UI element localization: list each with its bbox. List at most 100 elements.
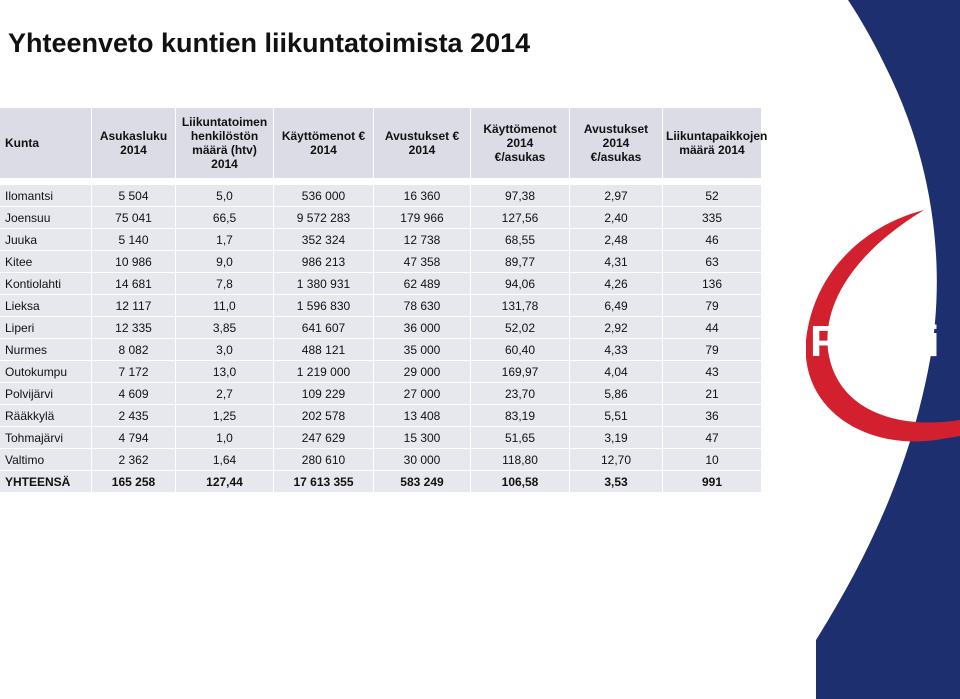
table-cell: 36: [663, 405, 762, 426]
column-header: Asukasluku 2014: [92, 108, 176, 178]
table-cell: 2,40: [570, 207, 663, 228]
table-cell: 60,40: [471, 339, 570, 360]
municipality-cell: Rääkkylä: [0, 405, 92, 426]
table-cell: 35 000: [374, 339, 471, 360]
table-cell: 131,78: [471, 295, 570, 316]
total-row: YHTEENSÄ 165 258 127,44 17 613 355 583 249 10…: [0, 471, 762, 492]
table-cell: 83,19: [471, 405, 570, 426]
table-cell: 21: [663, 383, 762, 404]
table-cell: 46: [663, 229, 762, 250]
table-cell: 2,48: [570, 229, 663, 250]
column-header: Kunta: [0, 108, 92, 178]
table-cell: 30 000: [374, 449, 471, 470]
column-header: Käyttömenot € 2014: [274, 108, 374, 178]
total-cell: 583 249: [374, 471, 471, 492]
table-cell: 4 609: [92, 383, 176, 404]
table-cell: 13 408: [374, 405, 471, 426]
table-row: Outokumpu 7 172 13,0 1 219 000 29 000 169,97 4…: [0, 361, 762, 382]
table-cell: 9,0: [176, 251, 274, 272]
municipality-cell: Valtimo: [0, 449, 92, 470]
table-cell: 47 358: [374, 251, 471, 272]
table-cell: 16 360: [374, 179, 471, 206]
table-cell: 63: [663, 251, 762, 272]
table-cell: 3,85: [176, 317, 274, 338]
table-cell: 641 607: [274, 317, 374, 338]
table-cell: 10: [663, 449, 762, 470]
municipality-cell: Nurmes: [0, 339, 92, 360]
table-cell: 4,31: [570, 251, 663, 272]
table-cell: 118,80: [471, 449, 570, 470]
table-cell: 1 219 000: [274, 361, 374, 382]
table-cell: 179 966: [374, 207, 471, 228]
logo-text: Pokali: [810, 317, 940, 366]
table-cell: 127,56: [471, 207, 570, 228]
total-cell: 991: [663, 471, 762, 492]
table-row: Kontiolahti 14 681 7,8 1 380 931 62 489 94,06…: [0, 273, 762, 294]
table-cell: 62 489: [374, 273, 471, 294]
table-cell: 136: [663, 273, 762, 294]
table-cell: 109 229: [274, 383, 374, 404]
total-cell: 3,53: [570, 471, 663, 492]
table-cell: 169,97: [471, 361, 570, 382]
table-row: Ilomantsi 5 504 5,0 536 000 16 360 97,38 2,97 5…: [0, 179, 762, 206]
table-cell: 5,51: [570, 405, 663, 426]
table-cell: 97,38: [471, 179, 570, 206]
table-cell: 5,86: [570, 383, 663, 404]
column-header: Käyttömenot 2014 €/asukas: [471, 108, 570, 178]
table-cell: 51,65: [471, 427, 570, 448]
table-cell: 52,02: [471, 317, 570, 338]
table-cell: 4 794: [92, 427, 176, 448]
red-swoosh: [806, 210, 960, 442]
table-cell: 2 362: [92, 449, 176, 470]
table-cell: 488 121: [274, 339, 374, 360]
table-cell: 11,0: [176, 295, 274, 316]
table-cell: 23,70: [471, 383, 570, 404]
table-cell: 536 000: [274, 179, 374, 206]
column-header: Avustukset 2014 €/asukas: [570, 108, 663, 178]
total-cell: 106,58: [471, 471, 570, 492]
table-row: Juuka 5 140 1,7 352 324 12 738 68,55 2,48 46: [0, 229, 762, 250]
table-cell: 5,0: [176, 179, 274, 206]
column-header: Liikuntatoimen henkilöstön määrä (htv) 2…: [176, 108, 274, 178]
column-header: Liikuntapaikkojen määrä 2014: [663, 108, 767, 178]
table-row: Lieksa 12 117 11,0 1 596 830 78 630 131,78 6,4…: [0, 295, 762, 316]
table-cell: 89,77: [471, 251, 570, 272]
table-cell: 2 435: [92, 405, 176, 426]
table-cell: 5 140: [92, 229, 176, 250]
table-row: Nurmes 8 082 3,0 488 121 35 000 60,40 4,33 79: [0, 339, 762, 360]
table-cell: 5 504: [92, 179, 176, 206]
table-cell: 7 172: [92, 361, 176, 382]
table-cell: 75 041: [92, 207, 176, 228]
table-cell: 10 986: [92, 251, 176, 272]
table-cell: 6,49: [570, 295, 663, 316]
table-cell: 12 738: [374, 229, 471, 250]
municipality-cell: Joensuu: [0, 207, 92, 228]
table-cell: 3,19: [570, 427, 663, 448]
summary-table: Kunta Asukasluku 2014 Liikuntatoimen henki…: [0, 107, 767, 493]
table-row: Liperi 12 335 3,85 641 607 36 000 52,02 2,92 44: [0, 317, 762, 338]
municipality-cell: Polvijärvi: [0, 383, 92, 404]
municipality-cell: Liperi: [0, 317, 92, 338]
table-cell: 29 000: [374, 361, 471, 382]
table-cell: 12 117: [92, 295, 176, 316]
table-cell: 3,0: [176, 339, 274, 360]
table-cell: 2,97: [570, 179, 663, 206]
table-cell: 7,8: [176, 273, 274, 294]
table-cell: 79: [663, 295, 762, 316]
column-header: Avustukset € 2014: [374, 108, 471, 178]
municipality-cell: Kontiolahti: [0, 273, 92, 294]
table-row: Joensuu 75 041 66,5 9 572 283 179 966 127,56 2…: [0, 207, 762, 228]
total-label-cell: YHTEENSÄ: [0, 471, 92, 492]
brand-panel: Pokali: [806, 0, 960, 699]
table-body: Ilomantsi 5 504 5,0 536 000 16 360 97,38 2,97 5…: [0, 179, 762, 492]
table-cell: 43: [663, 361, 762, 382]
total-cell: 127,44: [176, 471, 274, 492]
table-cell: 352 324: [274, 229, 374, 250]
municipality-cell: Lieksa: [0, 295, 92, 316]
summary-table-container: Kunta Asukasluku 2014 Liikuntatoimen henki…: [0, 107, 767, 493]
table-cell: 4,04: [570, 361, 663, 382]
municipality-cell: Outokumpu: [0, 361, 92, 382]
table-cell: 9 572 283: [274, 207, 374, 228]
table-cell: 14 681: [92, 273, 176, 294]
table-cell: 1,64: [176, 449, 274, 470]
